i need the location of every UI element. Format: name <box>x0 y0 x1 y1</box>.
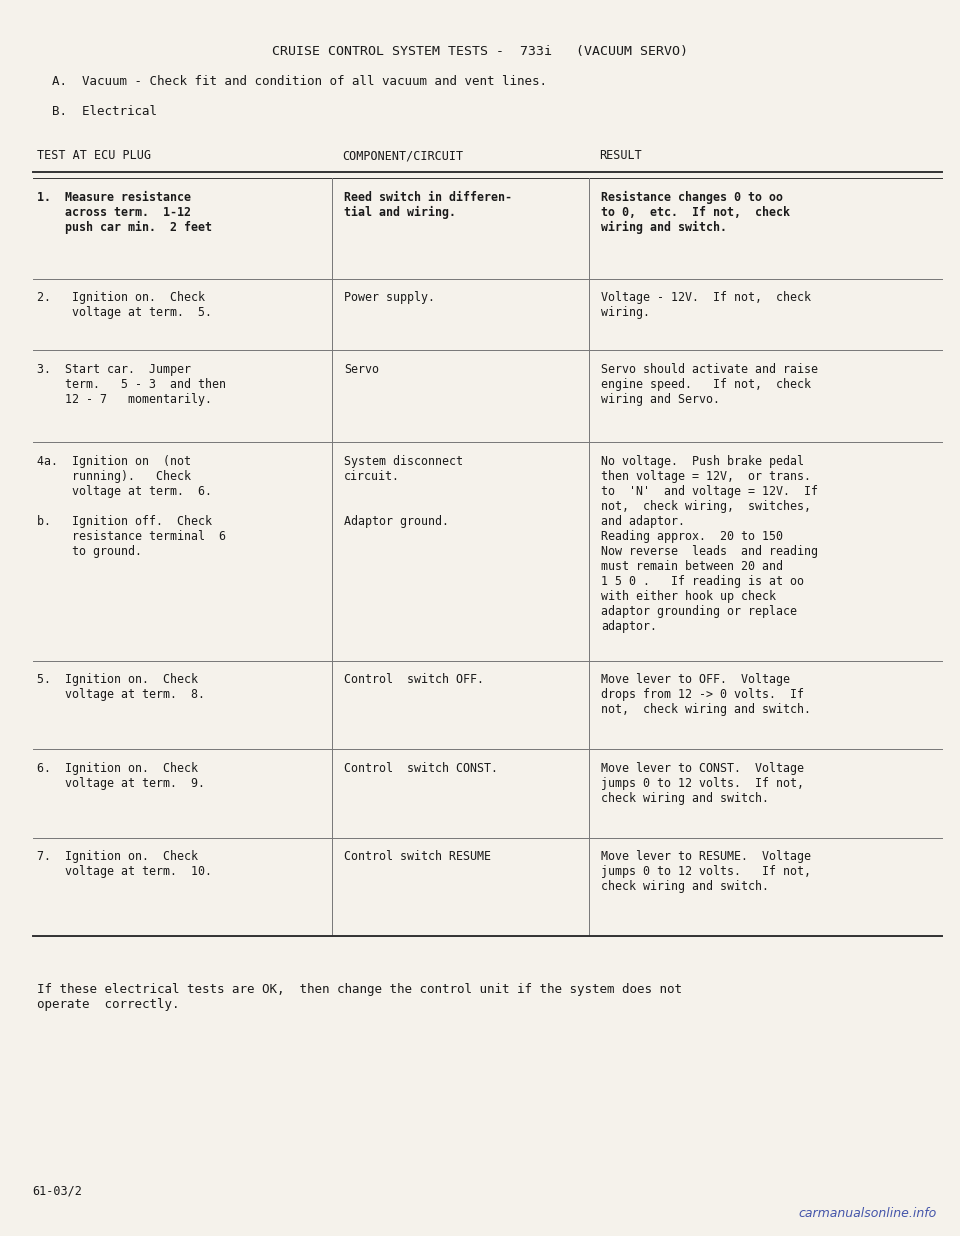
Text: COMPONENT/CIRCUIT: COMPONENT/CIRCUIT <box>342 150 463 162</box>
Text: System disconnect
circuit.


Adaptor ground.: System disconnect circuit. Adaptor groun… <box>344 455 463 528</box>
Text: 7.  Ignition on.  Check
    voltage at term.  10.: 7. Ignition on. Check voltage at term. 1… <box>37 850 212 878</box>
Text: Resistance changes 0 to oo
to 0,  etc.  If not,  check
wiring and switch.: Resistance changes 0 to oo to 0, etc. If… <box>601 190 790 234</box>
Text: Servo: Servo <box>344 362 379 376</box>
Text: TEST AT ECU PLUG: TEST AT ECU PLUG <box>37 150 152 162</box>
Text: Control  switch CONST.: Control switch CONST. <box>344 761 498 775</box>
Text: 61-03/2: 61-03/2 <box>33 1184 83 1198</box>
Text: 5.  Ignition on.  Check
    voltage at term.  8.: 5. Ignition on. Check voltage at term. 8… <box>37 674 205 701</box>
Text: carmanualsonline.info: carmanualsonline.info <box>799 1206 937 1220</box>
Text: Reed switch in differen-
tial and wiring.: Reed switch in differen- tial and wiring… <box>344 190 512 219</box>
Text: Move lever to OFF.  Voltage
drops from 12 -> 0 volts.  If
not,  check wiring and: Move lever to OFF. Voltage drops from 12… <box>601 674 811 716</box>
Text: Control switch RESUME: Control switch RESUME <box>344 850 491 863</box>
Text: A.  Vacuum - Check fit and condition of all vacuum and vent lines.: A. Vacuum - Check fit and condition of a… <box>52 75 547 88</box>
Text: If these electrical tests are OK,  then change the control unit if the system do: If these electrical tests are OK, then c… <box>37 983 683 1011</box>
Text: 3.  Start car.  Jumper
    term.   5 - 3  and then
    12 - 7   momentarily.: 3. Start car. Jumper term. 5 - 3 and the… <box>37 362 227 405</box>
Text: No voltage.  Push brake pedal
then voltage = 12V,  or trans.
to  'N'  and voltag: No voltage. Push brake pedal then voltag… <box>601 455 818 633</box>
Text: RESULT: RESULT <box>599 150 641 162</box>
Text: Control  switch OFF.: Control switch OFF. <box>344 674 484 686</box>
Text: 4a.  Ignition on  (not
     running).   Check
     voltage at term.  6.

b.   Ig: 4a. Ignition on (not running). Check vol… <box>37 455 227 557</box>
Text: Move lever to CONST.  Voltage
jumps 0 to 12 volts.  If not,
check wiring and swi: Move lever to CONST. Voltage jumps 0 to … <box>601 761 804 805</box>
Text: Voltage - 12V.  If not,  check
wiring.: Voltage - 12V. If not, check wiring. <box>601 292 811 319</box>
Text: 1.  Measure resistance
    across term.  1-12
    push car min.  2 feet: 1. Measure resistance across term. 1-12 … <box>37 190 212 234</box>
Text: 2.   Ignition on.  Check
     voltage at term.  5.: 2. Ignition on. Check voltage at term. 5… <box>37 292 212 319</box>
Text: Move lever to RESUME.  Voltage
jumps 0 to 12 volts.   If not,
check wiring and s: Move lever to RESUME. Voltage jumps 0 to… <box>601 850 811 894</box>
Text: 6.  Ignition on.  Check
    voltage at term.  9.: 6. Ignition on. Check voltage at term. 9… <box>37 761 205 790</box>
Text: Power supply.: Power supply. <box>344 292 435 304</box>
Text: Servo should activate and raise
engine speed.   If not,  check
wiring and Servo.: Servo should activate and raise engine s… <box>601 362 818 405</box>
Text: CRUISE CONTROL SYSTEM TESTS -  733i   (VACUUM SERVO): CRUISE CONTROL SYSTEM TESTS - 733i (VACU… <box>272 44 688 58</box>
Text: B.  Electrical: B. Electrical <box>52 105 156 117</box>
